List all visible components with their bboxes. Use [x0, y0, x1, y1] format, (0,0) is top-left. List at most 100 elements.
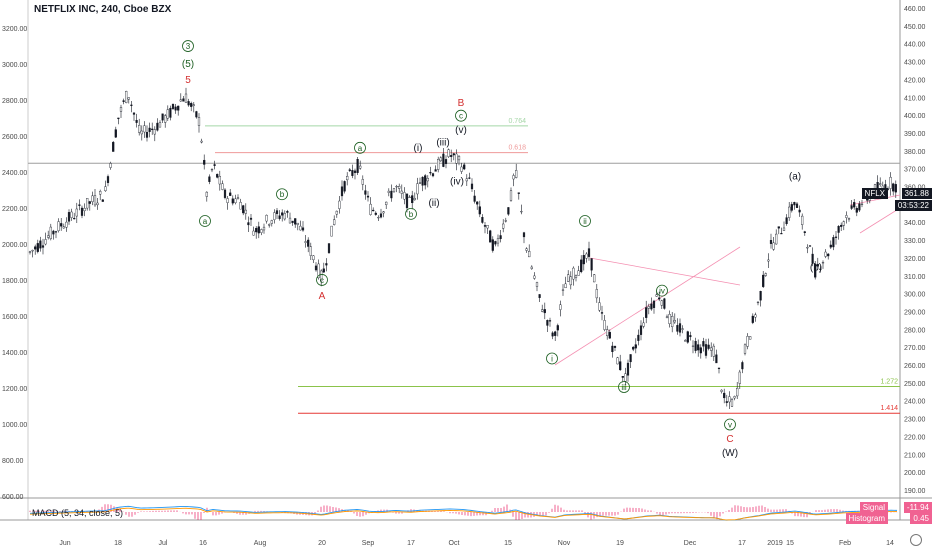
- wave-labels: 3(5)5abcAab(i)(ii)(iii)(iv)(v)cBiiiiiiiv…: [182, 40, 822, 459]
- candle: [611, 341, 614, 358]
- candle: [668, 310, 671, 328]
- candle: [109, 161, 112, 170]
- candle: [590, 258, 593, 277]
- wave-label: (ii): [428, 198, 439, 209]
- candle-body: [208, 176, 211, 182]
- candle-body: [502, 223, 505, 229]
- candle: [307, 237, 310, 253]
- candle: [218, 170, 221, 191]
- wave-label: c: [455, 109, 467, 122]
- right-tick-label: 460.00: [904, 6, 926, 13]
- candle-body: [171, 103, 175, 109]
- candle-body: [431, 173, 435, 177]
- candle: [603, 315, 606, 332]
- candle: [174, 104, 177, 114]
- candle: [294, 218, 297, 228]
- candle: [296, 222, 299, 231]
- candle-body: [140, 130, 143, 135]
- candle: [416, 177, 419, 200]
- candle-body: [803, 231, 806, 233]
- candle: [704, 338, 708, 359]
- candle-body: [496, 238, 500, 244]
- settings-icon[interactable]: [910, 534, 922, 546]
- candle-body: [307, 239, 310, 247]
- candle: [650, 297, 653, 311]
- candle-body: [626, 362, 630, 376]
- candle: [60, 217, 63, 231]
- candle-body: [580, 259, 583, 273]
- wave-label: (iii): [436, 137, 449, 148]
- candle: [356, 156, 359, 176]
- candle-body: [34, 246, 37, 250]
- right-tick-label: 410.00: [904, 95, 926, 102]
- candle: [166, 105, 169, 122]
- candle-body: [119, 107, 123, 112]
- candle-body: [439, 157, 442, 162]
- candle-body: [569, 276, 572, 286]
- candle-body: [288, 217, 292, 224]
- candle: [463, 162, 466, 171]
- candle-body: [613, 345, 617, 348]
- candle: [442, 148, 445, 168]
- candle: [338, 195, 341, 214]
- candle: [569, 271, 572, 290]
- right-tick-label: 280.00: [904, 327, 926, 334]
- candle: [530, 265, 533, 270]
- wave-label: (a): [789, 171, 801, 182]
- trend-channels: [554, 194, 901, 366]
- wave-label: iv: [656, 284, 668, 297]
- candle-body: [754, 314, 757, 318]
- candle: [494, 240, 497, 247]
- candle: [325, 258, 328, 272]
- candle: [80, 205, 84, 219]
- candle-body: [36, 243, 39, 252]
- candle-body: [587, 248, 591, 257]
- wave-label: A: [319, 291, 326, 302]
- x-tick-label: 18: [114, 540, 122, 547]
- candle-body: [652, 300, 656, 308]
- candle: [476, 201, 479, 210]
- x-tick-label: Jul: [159, 540, 168, 547]
- candle: [782, 221, 786, 231]
- wave-label-text: (5): [182, 59, 194, 70]
- candle: [746, 333, 749, 350]
- candle: [860, 199, 864, 208]
- candle-body: [242, 205, 245, 214]
- candle: [444, 155, 448, 169]
- candle-body: [44, 239, 47, 245]
- wave-label-text: (iii): [436, 137, 449, 148]
- candle: [543, 302, 546, 320]
- fib-level-label: 1.414: [880, 405, 898, 412]
- candle: [262, 223, 266, 234]
- candle-body: [481, 217, 484, 223]
- candle-body: [327, 243, 331, 253]
- candle-body: [663, 298, 666, 309]
- ticker-symbol: NFLX: [861, 188, 888, 199]
- candle: [351, 164, 354, 179]
- candle-body: [769, 240, 773, 244]
- candle-body: [390, 190, 393, 199]
- candle: [694, 337, 697, 354]
- candle-body: [127, 97, 130, 100]
- candle: [600, 305, 604, 321]
- candle: [837, 225, 840, 240]
- x-tick-label: 14: [886, 540, 894, 547]
- candle-body: [80, 207, 84, 216]
- candle: [788, 201, 791, 221]
- candle-body: [715, 354, 718, 364]
- x-tick-label: 19: [616, 540, 624, 547]
- candle: [613, 345, 617, 351]
- candle-body: [561, 289, 565, 291]
- candle: [811, 247, 814, 267]
- candle: [122, 98, 125, 105]
- wave-label-text: C: [726, 434, 733, 445]
- candle-body: [468, 177, 471, 179]
- candle: [572, 266, 575, 286]
- candle: [57, 218, 60, 233]
- candle-body: [437, 159, 440, 170]
- candle: [730, 397, 734, 408]
- candle: [522, 231, 526, 244]
- candle-body: [595, 289, 598, 299]
- left-tick-label: 1800.00: [2, 278, 27, 285]
- candle-body: [717, 367, 721, 370]
